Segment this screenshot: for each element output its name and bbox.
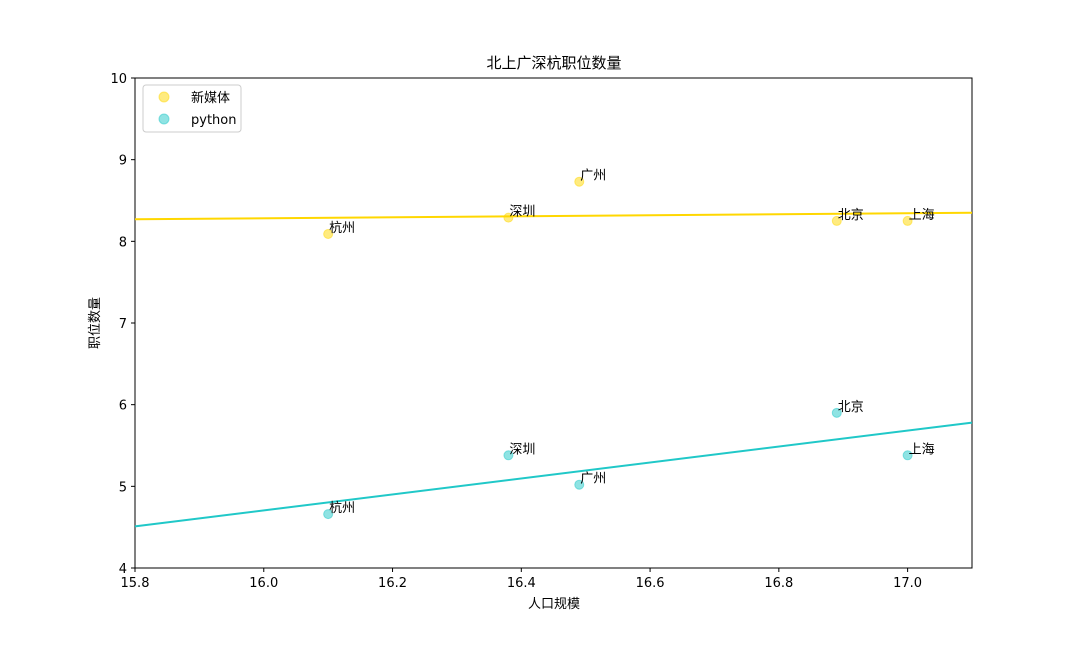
x-tick-label: 16.6 [636,576,665,591]
plot-frame [134,77,973,569]
data-point [503,450,514,461]
y-tick-label: 8 [119,235,127,250]
data-label: 北京 [838,400,864,415]
data-label: 广州 [580,472,606,487]
legend-label: 新媒体 [191,90,230,106]
legend-label: python [191,113,236,128]
legend-marker [158,113,170,125]
data-label: 上海 [909,442,935,457]
data-point [323,228,334,239]
trendlines [134,211,973,528]
y-tick-label: 6 [119,399,127,414]
chart-title: 北上广深杭职位数量 [486,54,621,72]
legend: 新媒体 python [142,84,242,133]
data-point [574,176,585,187]
y-tick-label: 5 [119,480,127,495]
y-axis: 4 5 6 7 8 9 10 [110,72,135,577]
data-point [574,479,585,490]
y-tick-label: 10 [110,72,127,87]
x-axis-label: 人口规模 [528,597,580,612]
data-point [831,407,842,418]
legend-marker [158,91,170,103]
data-point [902,215,913,226]
data-label: 北京 [838,208,864,223]
data-label: 上海 [909,208,935,223]
x-axis: 15.8 16.0 16.2 16.4 16.6 16.8 17.0 [121,568,922,591]
x-tick-label: 16.8 [764,576,793,591]
data-points [323,176,913,520]
data-label: 杭州 [329,501,355,516]
y-tick-label: 7 [119,317,127,332]
x-tick-label: 17.0 [893,576,922,591]
data-label: 杭州 [329,221,355,236]
data-label: 深圳 [509,205,535,220]
data-point [831,215,842,226]
x-tick-label: 16.2 [378,576,407,591]
x-tick-label: 15.8 [121,576,150,591]
data-point [323,509,334,520]
trendline [134,421,973,528]
data-label: 深圳 [509,442,535,457]
y-axis-label: 职位数量 [88,297,103,349]
x-tick-label: 16.4 [507,576,536,591]
data-point [902,450,913,461]
trendline [134,211,973,221]
data-label: 广州 [580,169,606,184]
y-tick-label: 4 [119,562,127,577]
data-point [503,212,514,223]
x-tick-label: 16.0 [249,576,278,591]
y-tick-label: 9 [119,154,127,169]
